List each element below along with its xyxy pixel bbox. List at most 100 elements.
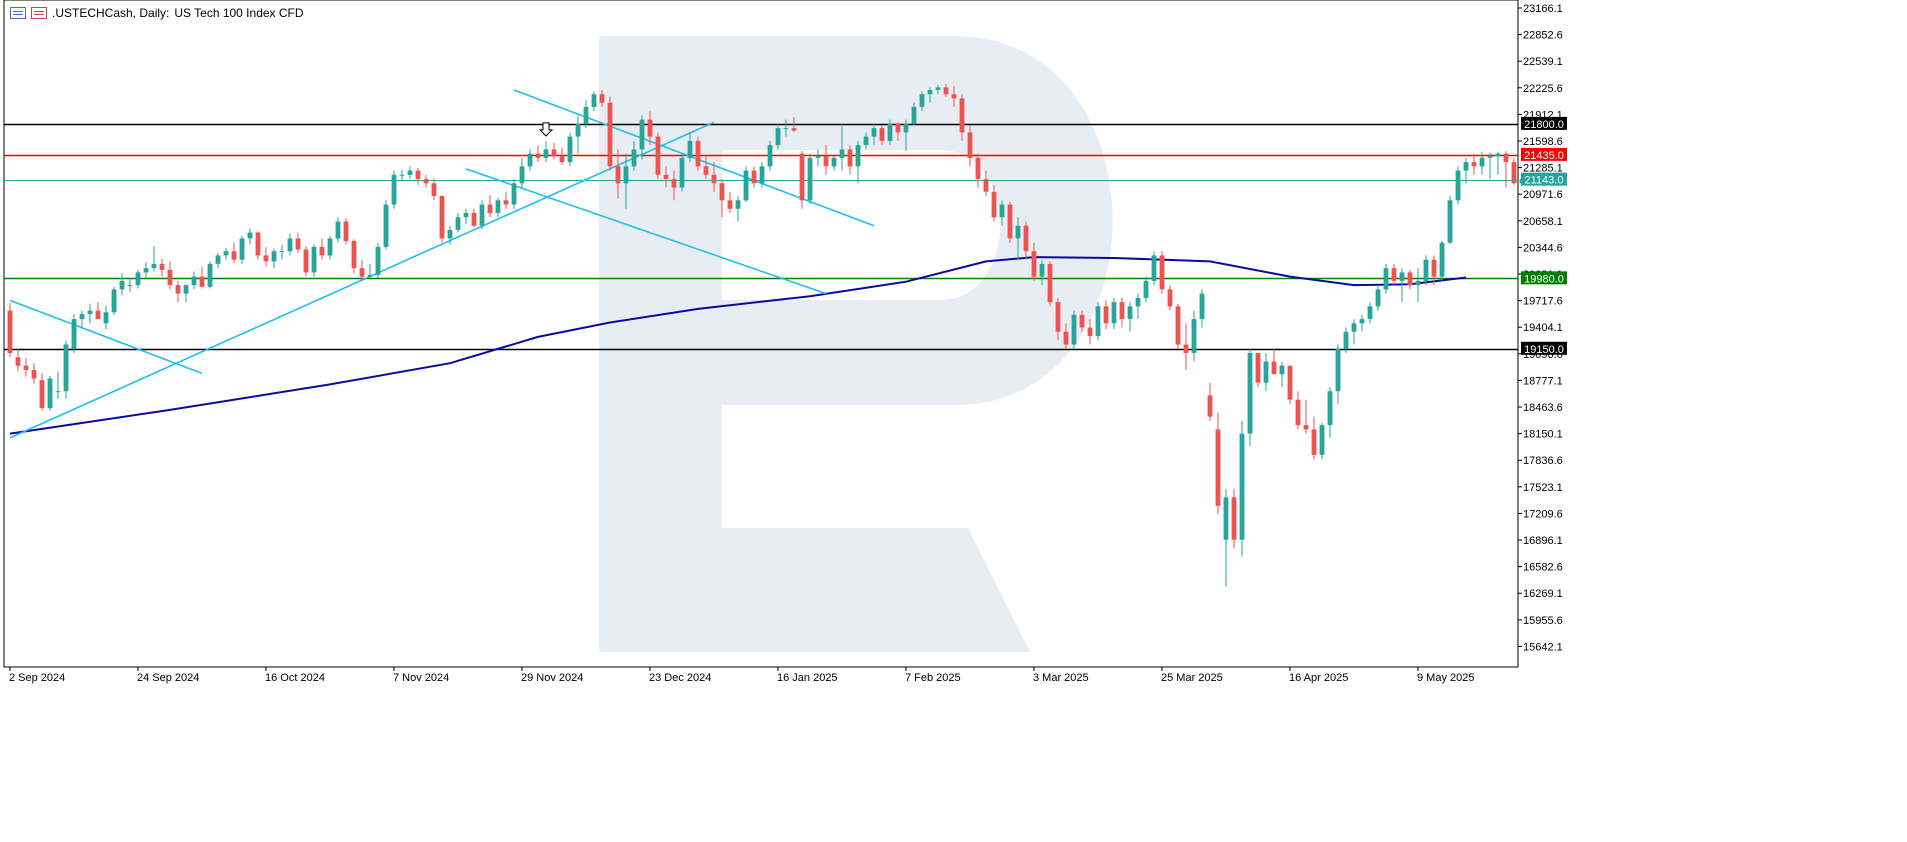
candle-body <box>1311 429 1317 455</box>
candle-body <box>271 251 277 262</box>
candle-body <box>87 310 93 314</box>
candle-body <box>1503 153 1509 163</box>
candle-body <box>935 87 941 90</box>
candle-body <box>919 94 925 107</box>
candle-body <box>1319 425 1325 455</box>
candle-body <box>823 156 829 167</box>
candle-body <box>207 263 213 287</box>
candle-body <box>1375 289 1381 307</box>
candle-body <box>175 285 181 294</box>
candle-body <box>655 136 661 175</box>
level-price-tag <box>1521 172 1567 186</box>
candle-body <box>1247 353 1253 434</box>
candle-body <box>1439 242 1445 277</box>
candle-body <box>791 128 797 131</box>
candle-body <box>23 365 29 370</box>
candle-body <box>1399 272 1405 281</box>
level-price-label: 19150.0 <box>1524 344 1564 356</box>
y-tick-label: 23166.1 <box>1523 3 1563 15</box>
candle-body <box>671 179 677 188</box>
candle-body <box>615 166 621 184</box>
level-price-label: 19980.0 <box>1524 273 1564 285</box>
candle-body <box>591 94 597 107</box>
candle-body <box>63 344 69 392</box>
candle-body <box>1479 157 1485 167</box>
candle-body <box>471 213 477 226</box>
indicators-icon[interactable] <box>10 7 26 19</box>
candle-body <box>279 251 285 253</box>
candle-body <box>759 166 765 184</box>
candle-body <box>463 213 469 218</box>
y-tick-label: 16582.6 <box>1523 562 1563 574</box>
candle-body <box>1431 259 1437 277</box>
candle-body <box>111 289 117 313</box>
symbol-label: .USTECHCash, Daily: <box>52 6 170 20</box>
y-tick-label: 16269.1 <box>1523 588 1563 600</box>
y-tick-label: 20658.1 <box>1523 216 1563 228</box>
candle-body <box>951 94 957 99</box>
candle-body <box>895 123 901 133</box>
candle-body <box>975 157 981 179</box>
candle-body <box>703 166 709 175</box>
candle-body <box>599 94 605 103</box>
candle-body <box>983 179 989 192</box>
candle-body <box>383 204 389 247</box>
candle-body <box>511 183 517 205</box>
candle-body <box>535 153 541 158</box>
candle-body <box>879 128 885 141</box>
candle-body <box>479 204 485 226</box>
candle-body <box>1455 170 1461 201</box>
candle-body <box>887 123 893 141</box>
trend-line <box>9 299 203 375</box>
candle-body <box>911 106 917 124</box>
candle-body <box>847 149 853 167</box>
candle-body <box>183 285 189 294</box>
candle-body <box>95 310 101 320</box>
candle-body <box>215 255 221 264</box>
candle-body <box>287 238 293 252</box>
level-price-tag <box>1521 341 1567 355</box>
candle-body <box>695 140 701 167</box>
candle-body <box>1383 268 1389 290</box>
candle-body <box>503 200 509 205</box>
candle-body <box>1511 162 1517 184</box>
chart-type-icon[interactable] <box>31 7 47 19</box>
candle-body <box>519 166 525 184</box>
x-tick-label: 7 Feb 2025 <box>905 672 961 684</box>
candle-body <box>1007 204 1013 239</box>
candle-body <box>431 183 437 196</box>
candle-body <box>1119 302 1125 320</box>
candle-body <box>959 98 965 133</box>
candle-body <box>439 196 445 239</box>
candle-body <box>1023 225 1029 252</box>
candle-body <box>1415 280 1421 286</box>
candle-body <box>159 263 165 270</box>
candle-body <box>751 170 757 184</box>
candle-body <box>1423 259 1429 281</box>
candle-body <box>1463 162 1469 171</box>
candle-body <box>1183 344 1189 353</box>
candle-body <box>127 285 133 287</box>
candle-body <box>1151 255 1157 281</box>
candle-body <box>1079 314 1085 328</box>
candle-body <box>767 145 773 167</box>
candle-body <box>1359 319 1365 324</box>
candle-body <box>247 232 253 239</box>
candle-body <box>551 149 557 157</box>
y-tick-label: 20971.6 <box>1523 189 1563 201</box>
candle-body <box>1103 306 1109 324</box>
candle-body <box>719 183 725 201</box>
candle-body <box>991 191 997 218</box>
candle-body <box>815 156 821 158</box>
level-price-label: 21143.0 <box>1525 175 1564 187</box>
candle-body <box>1223 497 1229 540</box>
level-price-label: 21435.0 <box>1524 150 1564 162</box>
candle-body <box>1303 425 1309 430</box>
candle-body <box>1199 293 1205 320</box>
candle-body <box>1159 255 1165 290</box>
candle-body <box>231 251 237 260</box>
candle-body <box>543 149 549 158</box>
candle-body <box>871 128 877 137</box>
